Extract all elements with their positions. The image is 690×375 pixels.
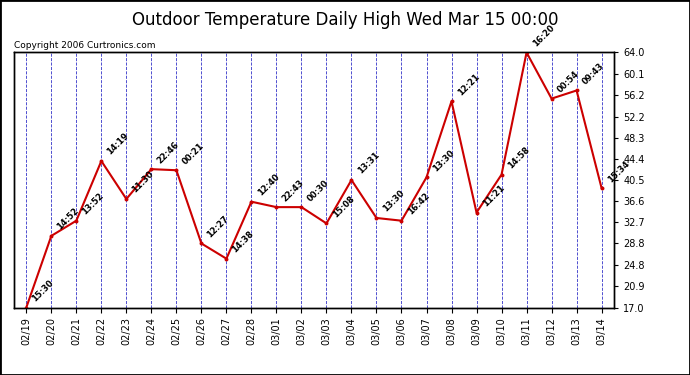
Text: 13:31: 13:31 [355,151,381,176]
Text: 11:30: 11:30 [130,170,156,195]
Point [571,87,582,93]
Point [96,158,107,164]
Point [21,304,32,310]
Point [396,218,407,224]
Point [496,172,507,178]
Text: 00:30: 00:30 [306,178,331,203]
Text: 12:21: 12:21 [455,72,481,97]
Text: 13:30: 13:30 [381,189,406,214]
Point [346,177,357,183]
Point [146,166,157,172]
Text: 15:34: 15:34 [606,159,631,184]
Text: 16:20: 16:20 [531,23,556,48]
Text: 15:08: 15:08 [331,194,356,219]
Text: Copyright 2006 Curtronics.com: Copyright 2006 Curtronics.com [14,41,155,50]
Point [71,218,82,224]
Point [296,204,307,210]
Point [196,240,207,246]
Text: 14:38: 14:38 [230,230,256,255]
Text: 13:30: 13:30 [431,148,456,173]
Point [321,220,332,226]
Text: 09:43: 09:43 [581,61,606,86]
Text: 15:30: 15:30 [30,278,56,303]
Point [121,196,132,202]
Text: 11:21: 11:21 [481,183,506,209]
Text: 12:27: 12:27 [206,214,231,239]
Text: Outdoor Temperature Daily High Wed Mar 15 00:00: Outdoor Temperature Daily High Wed Mar 1… [132,11,558,29]
Point [471,210,482,216]
Text: 16:42: 16:42 [406,191,431,216]
Point [521,50,532,55]
Text: 22:46: 22:46 [155,140,181,165]
Point [46,233,57,239]
Point [421,174,432,180]
Point [271,204,282,210]
Text: 12:40: 12:40 [255,172,281,198]
Text: 22:43: 22:43 [281,178,306,203]
Text: 14:58: 14:58 [506,145,531,170]
Point [596,185,607,191]
Point [446,98,457,104]
Point [546,96,557,102]
Point [221,256,232,262]
Text: 00:21: 00:21 [181,141,206,166]
Point [371,215,382,221]
Text: 14:19: 14:19 [106,132,131,157]
Point [171,167,182,173]
Text: 14:52: 14:52 [55,206,81,232]
Point [246,199,257,205]
Text: 00:54: 00:54 [555,69,581,94]
Text: 13:52: 13:52 [81,191,106,216]
